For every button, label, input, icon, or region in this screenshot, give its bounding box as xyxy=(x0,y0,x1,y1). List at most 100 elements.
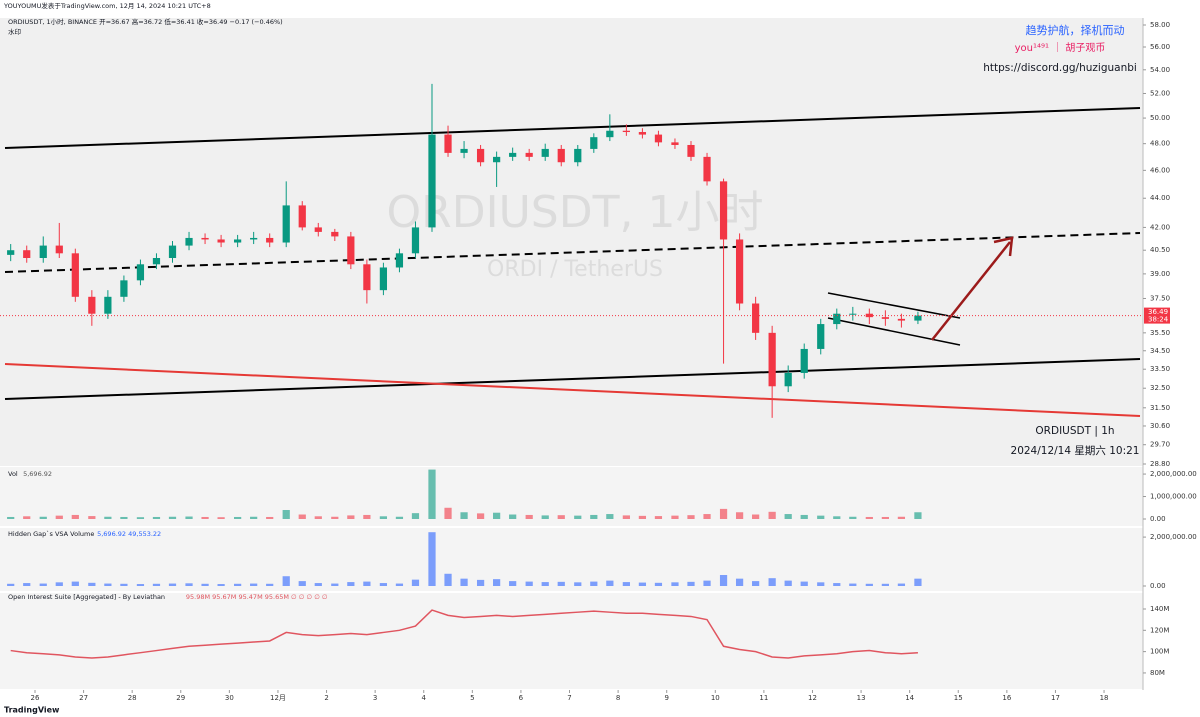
candle-body xyxy=(347,236,355,265)
volume-bar xyxy=(849,583,857,586)
x-tick-label: 28 xyxy=(128,694,137,702)
countdown: 38:24 xyxy=(1148,316,1169,324)
volume-bar xyxy=(7,583,15,586)
volume-bar xyxy=(185,516,193,519)
symbol-label: ORDIUSDT | 1h xyxy=(1035,425,1114,437)
volume-bar xyxy=(687,581,695,586)
volume-bar xyxy=(363,581,371,586)
volume-bar xyxy=(120,516,128,519)
y-tick-label: 31.50 xyxy=(1150,404,1170,412)
candle-body xyxy=(428,134,436,228)
candle-body xyxy=(217,239,225,243)
volume-bar xyxy=(654,582,663,586)
candle-body xyxy=(735,239,744,304)
volume-bar xyxy=(39,516,47,519)
pane-name: Hidden Gap`s VSA Volume xyxy=(8,530,94,538)
volume-bar xyxy=(574,582,582,586)
candle-body xyxy=(590,137,598,149)
trend-line xyxy=(4,358,1141,400)
volume-bar xyxy=(881,583,889,586)
price-pane xyxy=(0,18,1143,466)
volume-bar xyxy=(881,516,889,519)
volume-bar xyxy=(250,583,258,586)
x-tick-label: 16 xyxy=(1002,694,1011,702)
volume-bar xyxy=(687,515,695,519)
volume-bar xyxy=(379,516,388,519)
x-tick-label: 2 xyxy=(324,694,328,702)
candle-body xyxy=(897,318,906,321)
volume-bar xyxy=(541,515,549,519)
volume-bar xyxy=(395,516,404,519)
pane-legend: 5,696.92 49,553.22 xyxy=(97,530,161,538)
x-tick-label: 29 xyxy=(176,694,185,702)
volume-bar xyxy=(590,581,598,586)
y-tick-label: 44.00 xyxy=(1150,194,1170,202)
volume-bar xyxy=(23,516,31,519)
volume-bar xyxy=(331,583,339,586)
slogan: 趋势护航，择机而动 xyxy=(1026,23,1125,37)
volume-bar xyxy=(914,512,922,519)
x-tick-label: 9 xyxy=(664,694,668,702)
volume-bar xyxy=(298,581,306,586)
flag-line xyxy=(827,292,961,319)
candle-body xyxy=(39,245,47,259)
y-tick-label: 28.80 xyxy=(1150,460,1170,468)
candle-body xyxy=(266,237,274,243)
trend-line xyxy=(4,107,1141,149)
candle-body xyxy=(55,245,63,254)
oi-pane xyxy=(0,593,1143,689)
y-tick-label: 39.00 xyxy=(1150,270,1170,278)
volume-bar xyxy=(234,583,242,586)
link[interactable]: https://discord.gg/huziguanbi xyxy=(983,62,1137,74)
x-tick-label: 6 xyxy=(519,694,524,702)
candle-body xyxy=(250,237,258,240)
y-tick-label: 48.00 xyxy=(1150,140,1170,148)
x-tick-label: 7 xyxy=(567,694,571,702)
pane-name: Vol xyxy=(8,470,18,478)
candle-body xyxy=(379,267,388,291)
volume-bar xyxy=(347,582,355,586)
volume-bar xyxy=(784,580,792,586)
candle-body xyxy=(654,134,663,143)
last-price-box xyxy=(1144,307,1170,324)
author-line: YOUYOUMU发表于TradingView.com, 12月 14, 2024… xyxy=(3,1,211,10)
volume-bar xyxy=(168,516,177,519)
y-tick-label: 29.70 xyxy=(1150,441,1170,449)
symbol-line: ORDIUSDT, 1小时, BINANCE 开=36.67 高=36.72 低… xyxy=(8,17,283,26)
y-tick-label: 52.00 xyxy=(1150,89,1170,97)
y-tick-label: 54.00 xyxy=(1150,66,1170,74)
candle-body xyxy=(703,156,711,182)
volume-bar xyxy=(201,583,209,586)
footer-brand: TradingView xyxy=(4,706,60,715)
volume-bar xyxy=(525,581,533,586)
volume-bar xyxy=(363,514,371,519)
volume-bar xyxy=(833,583,841,586)
candle-body xyxy=(185,237,193,246)
volume-bar xyxy=(250,516,258,519)
volume-bar xyxy=(201,516,209,519)
volume-bar xyxy=(914,578,922,586)
volume-bar xyxy=(509,514,517,519)
candle-body xyxy=(7,250,15,255)
volume-bar xyxy=(460,578,468,586)
y-tick-label: 1,000,000.00 xyxy=(1150,493,1197,501)
volume-bar xyxy=(266,583,274,586)
volume-bar xyxy=(136,584,145,586)
x-tick-label: 15 xyxy=(954,694,963,702)
candle-body xyxy=(525,152,533,157)
volume-bar xyxy=(217,517,225,519)
candle-body xyxy=(298,205,306,228)
candle-body xyxy=(395,253,404,268)
volume-bar xyxy=(752,581,760,586)
volume-bar xyxy=(752,514,760,519)
candle-body xyxy=(23,250,31,259)
volume-bar xyxy=(282,510,290,519)
volume-bar xyxy=(168,583,177,586)
volume-bar xyxy=(849,516,857,519)
x-tick-label: 30 xyxy=(225,694,234,702)
y-tick-label: 100M xyxy=(1150,648,1169,656)
trend-line xyxy=(4,363,1141,417)
volume-bar xyxy=(606,514,614,519)
candle-body xyxy=(331,231,339,237)
candle-body xyxy=(168,245,177,259)
